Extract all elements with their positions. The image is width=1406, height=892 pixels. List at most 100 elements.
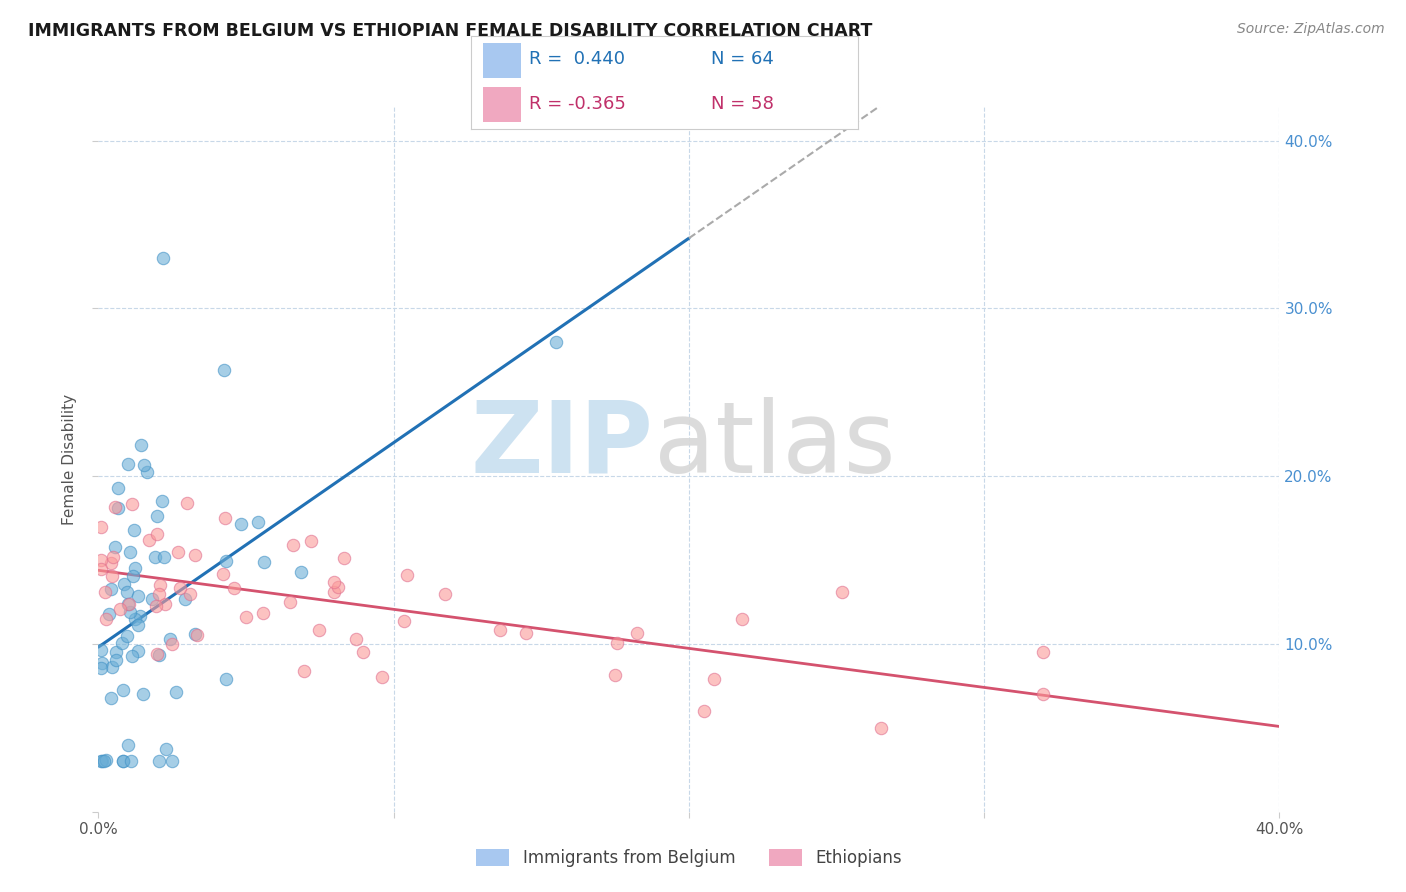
Point bbox=[308, 623, 330, 637]
Point bbox=[155, 597, 177, 611]
Point bbox=[104, 500, 127, 515]
Point bbox=[148, 648, 170, 663]
Point bbox=[299, 534, 322, 549]
Point bbox=[606, 636, 628, 650]
Point bbox=[100, 582, 122, 596]
Text: R = -0.365: R = -0.365 bbox=[529, 95, 626, 112]
Point bbox=[214, 511, 236, 525]
Point bbox=[146, 508, 169, 523]
Point bbox=[143, 550, 166, 565]
Text: R =  0.440: R = 0.440 bbox=[529, 50, 626, 68]
Point bbox=[118, 597, 141, 611]
Point bbox=[141, 591, 163, 606]
Bar bbox=[482, 87, 522, 122]
Point bbox=[186, 628, 208, 642]
Point bbox=[111, 683, 134, 698]
Point bbox=[100, 690, 122, 705]
Point bbox=[281, 538, 304, 552]
Point bbox=[127, 644, 149, 658]
Point bbox=[104, 540, 127, 554]
Point bbox=[136, 465, 159, 479]
Point bbox=[149, 578, 172, 592]
Point bbox=[252, 606, 274, 620]
Point bbox=[129, 438, 152, 452]
Point bbox=[169, 581, 191, 595]
Point bbox=[278, 595, 301, 609]
Point bbox=[731, 611, 754, 625]
Point bbox=[693, 704, 716, 718]
Point bbox=[124, 561, 146, 575]
Point bbox=[94, 612, 117, 626]
Point bbox=[93, 754, 115, 768]
Point bbox=[90, 661, 112, 675]
Point bbox=[603, 668, 626, 682]
Point bbox=[626, 626, 648, 640]
Point bbox=[215, 554, 238, 568]
Point bbox=[145, 526, 167, 541]
Point bbox=[115, 585, 138, 599]
Point bbox=[120, 544, 142, 558]
Point bbox=[100, 556, 122, 570]
Point bbox=[214, 362, 236, 376]
Point bbox=[394, 614, 416, 628]
Point bbox=[138, 533, 160, 547]
Point bbox=[90, 755, 112, 769]
Point bbox=[160, 637, 183, 651]
Text: N = 64: N = 64 bbox=[711, 50, 773, 68]
Point bbox=[212, 566, 235, 581]
Point bbox=[870, 721, 893, 735]
Point bbox=[246, 516, 269, 530]
Point bbox=[235, 609, 257, 624]
Point bbox=[333, 551, 356, 566]
Point bbox=[292, 665, 315, 679]
Point bbox=[101, 660, 124, 674]
Text: atlas: atlas bbox=[654, 397, 896, 494]
Text: N = 58: N = 58 bbox=[711, 95, 773, 112]
Point bbox=[107, 481, 129, 495]
Point bbox=[117, 738, 139, 752]
Point bbox=[396, 568, 419, 582]
Point bbox=[148, 587, 170, 601]
Point bbox=[222, 581, 245, 595]
Text: Source: ZipAtlas.com: Source: ZipAtlas.com bbox=[1237, 22, 1385, 37]
Point bbox=[94, 585, 117, 599]
Legend: Immigrants from Belgium, Ethiopians: Immigrants from Belgium, Ethiopians bbox=[470, 842, 908, 874]
Point bbox=[703, 672, 725, 686]
Point bbox=[165, 685, 187, 699]
Point bbox=[91, 657, 114, 671]
Point bbox=[90, 553, 112, 567]
Point bbox=[146, 647, 169, 661]
Point bbox=[148, 755, 170, 769]
Point bbox=[159, 632, 181, 646]
Point bbox=[322, 585, 344, 599]
Point bbox=[108, 602, 131, 616]
Point bbox=[124, 523, 146, 537]
Point bbox=[433, 587, 456, 601]
Point bbox=[184, 548, 207, 562]
Point bbox=[174, 592, 197, 607]
Point bbox=[546, 334, 568, 349]
Point bbox=[112, 577, 135, 591]
Point bbox=[110, 636, 132, 650]
Point bbox=[101, 549, 124, 564]
Point bbox=[115, 629, 138, 643]
Point bbox=[515, 626, 537, 640]
Point bbox=[167, 545, 190, 559]
Point bbox=[155, 742, 177, 756]
Point bbox=[489, 623, 512, 637]
Point bbox=[128, 608, 150, 623]
Point bbox=[127, 589, 149, 603]
Point bbox=[121, 648, 143, 663]
Point bbox=[90, 562, 112, 576]
Point bbox=[152, 251, 174, 265]
Point bbox=[326, 580, 349, 594]
Point bbox=[90, 520, 112, 534]
Point bbox=[253, 555, 276, 569]
Point bbox=[176, 495, 198, 509]
Point bbox=[290, 565, 312, 579]
Y-axis label: Female Disability: Female Disability bbox=[62, 393, 77, 525]
Point bbox=[344, 632, 367, 647]
Point bbox=[98, 607, 121, 621]
Point bbox=[107, 500, 129, 515]
Point bbox=[105, 645, 128, 659]
